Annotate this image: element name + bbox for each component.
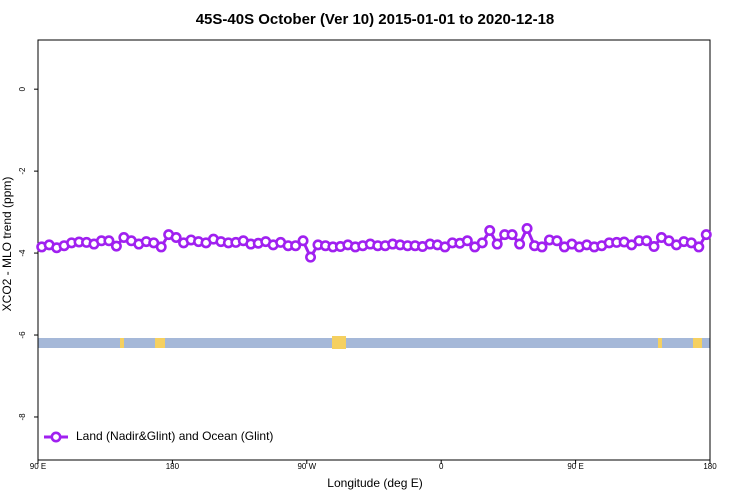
- point: [536, 241, 548, 253]
- point: [110, 240, 122, 252]
- x-tick-label: 180: [703, 462, 717, 471]
- ocean-band: [38, 338, 710, 348]
- point: [641, 235, 653, 247]
- y-tick-label: -8: [18, 413, 27, 421]
- land-patch: [155, 338, 165, 348]
- legend-marker: [50, 431, 62, 443]
- point: [290, 240, 302, 252]
- point: [305, 251, 317, 263]
- point: [476, 237, 488, 249]
- legend-label: Land (Nadir&Glint) and Ocean (Glint): [76, 429, 273, 443]
- point: [297, 235, 309, 247]
- point: [514, 238, 526, 250]
- point: [170, 232, 182, 244]
- point: [461, 235, 473, 247]
- point: [484, 225, 496, 237]
- land-patch: [693, 338, 702, 348]
- y-tick-label: -4: [18, 249, 27, 257]
- point: [103, 235, 115, 247]
- land-ocean-band: [38, 336, 710, 349]
- x-tick-label: 180: [166, 462, 180, 471]
- land-patch: [120, 338, 124, 348]
- point: [155, 241, 167, 253]
- point: [506, 229, 518, 241]
- land-patch: [332, 336, 346, 349]
- chart-title: 45S-40S October (Ver 10) 2015-01-01 to 2…: [196, 11, 555, 28]
- land-patch: [658, 338, 662, 348]
- x-tick-label: 90 W: [297, 462, 316, 471]
- x-tick-label: 0: [439, 462, 444, 471]
- point: [693, 241, 705, 253]
- x-tick-label: 90 E: [30, 462, 46, 471]
- point: [551, 235, 563, 247]
- y-tick-label: 0: [18, 86, 27, 91]
- point: [521, 222, 533, 234]
- point: [491, 238, 503, 250]
- y-axis-label: XCO2 - MLO trend (ppm): [0, 177, 14, 312]
- x-axis-label: Longitude (deg E): [327, 476, 422, 490]
- point: [648, 241, 660, 253]
- y-tick-label: -2: [18, 167, 27, 175]
- point: [700, 229, 712, 241]
- x-tick-label: 90 E: [567, 462, 583, 471]
- y-tick-label: -6: [18, 331, 27, 339]
